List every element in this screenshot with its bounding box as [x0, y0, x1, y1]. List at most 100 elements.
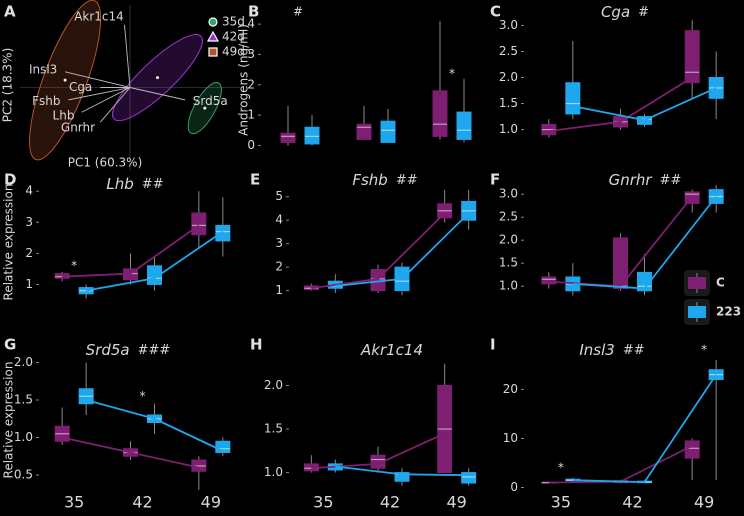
panel-title: Gnrhr ## [609, 171, 682, 189]
loading-label: Lhb [53, 108, 75, 122]
box [684, 440, 700, 459]
y-tick-label: 3 [275, 236, 283, 250]
panel-title: Akr1c14 [360, 341, 423, 359]
y-tick-label: 3 [247, 47, 255, 61]
y-tick-label: 1.0 [499, 122, 518, 136]
box [215, 224, 231, 242]
panel-letter: I [490, 336, 496, 354]
y-tick-label: 2.0 [14, 355, 33, 369]
y-tick-label: 1.5 [499, 96, 518, 110]
y-tick-label: 3.0 [499, 18, 518, 32]
loading-label: Srd5a [193, 94, 228, 108]
loading-arrow [64, 71, 131, 88]
panel-letter: C [490, 3, 501, 21]
loading-arrow [68, 87, 131, 101]
box [147, 265, 162, 285]
legend-label: 49d [222, 45, 245, 59]
mean-line [85, 399, 224, 452]
panel-letter: H [250, 336, 263, 354]
significance-mark: ### [138, 343, 171, 358]
y-tick-label: 1.5 [499, 256, 518, 270]
box [191, 212, 207, 236]
legend-swatch [688, 306, 706, 318]
loading-label: Cga [69, 80, 92, 94]
significance: * [449, 67, 455, 81]
legend-label: 42d [222, 30, 245, 44]
x-tick-label: 42 [132, 493, 152, 512]
legend-marker [208, 47, 218, 57]
significance-mark: # [293, 5, 303, 19]
panel-title: Cga # [601, 3, 649, 21]
loading-label: Akr1c14 [74, 9, 124, 23]
gene-name: Gnrhr [609, 171, 653, 189]
x-tick-label: 49 [694, 493, 714, 512]
x-tick-label: 35 [64, 493, 84, 512]
y-axis-label: PC2 (18.3%) [1, 48, 15, 123]
y-tick-label: 4 [247, 17, 255, 31]
box [432, 90, 448, 137]
mean-line [86, 230, 224, 292]
legend-label: 35d [222, 15, 245, 29]
y-tick-label: 1.0 [14, 430, 33, 444]
y-tick-label: 1 [247, 108, 255, 122]
y-tick-label: 2.0 [499, 70, 518, 84]
mean-line [335, 212, 470, 287]
loading-label: Fshb [32, 94, 60, 108]
box [380, 120, 396, 143]
box [684, 30, 700, 84]
panel-letter: G [4, 336, 16, 354]
panel-title: Srd5a ### [86, 341, 171, 359]
legend-marker [206, 30, 220, 42]
y-tick-label: 0.5 [14, 468, 33, 482]
significance-mark: ## [660, 173, 682, 188]
mean-line [548, 76, 693, 133]
y-tick-label: 2.0 [499, 233, 518, 247]
gene-name: Lhb [106, 175, 133, 193]
x-tick-label: 42 [622, 493, 642, 512]
y-axis-label: Androgens (ng/ml) [237, 24, 251, 136]
box [394, 472, 410, 482]
y-axis-label: Relative expression [2, 362, 16, 479]
box [565, 82, 581, 115]
significance-mark: ## [396, 173, 418, 188]
significance: * [701, 343, 707, 357]
x-tick-label: 49 [446, 493, 466, 512]
y-tick-label: 3 [25, 215, 33, 229]
gene-name: Akr1c14 [360, 341, 423, 359]
box [456, 111, 472, 140]
panel-letter: E [250, 171, 260, 189]
y-tick-label: 2.0 [264, 378, 283, 392]
y-tick-label: 1.0 [499, 279, 518, 293]
y-tick-label: 1.0 [264, 465, 283, 479]
legend-marker [208, 17, 218, 27]
loading-arrow [124, 24, 131, 88]
y-tick-label: 2 [275, 260, 283, 274]
panel-title: Lhb ## [106, 175, 163, 193]
significance-mark: ## [142, 177, 164, 192]
gene-name: Fshb [352, 171, 387, 189]
x-axis-label: PC1 (60.3%) [68, 156, 143, 170]
significance: * [558, 460, 564, 474]
mean-line [335, 465, 469, 477]
box [280, 132, 296, 143]
y-tick-label: 2.5 [499, 210, 518, 224]
loading-arrow [129, 87, 186, 101]
box [613, 237, 628, 289]
mean-line [61, 436, 200, 469]
y-tick-label: 0 [247, 138, 255, 152]
y-tick-label: 20 [503, 382, 518, 396]
mean-line [572, 374, 717, 484]
box [461, 472, 477, 484]
x-tick-label: 35 [313, 493, 333, 512]
y-tick-label: 2 [247, 77, 255, 91]
box [304, 126, 320, 145]
y-tick-label: 1.5 [14, 393, 33, 407]
x-tick-label: 35 [551, 493, 571, 512]
loading-arrow [99, 87, 131, 123]
gene-name: Insl3 [579, 341, 614, 359]
ellipse-layer [15, 0, 228, 164]
panel-title: Fshb ## [352, 171, 417, 189]
y-tick-label: 1 [25, 277, 33, 291]
y-tick-label: 3.0 [499, 187, 518, 201]
